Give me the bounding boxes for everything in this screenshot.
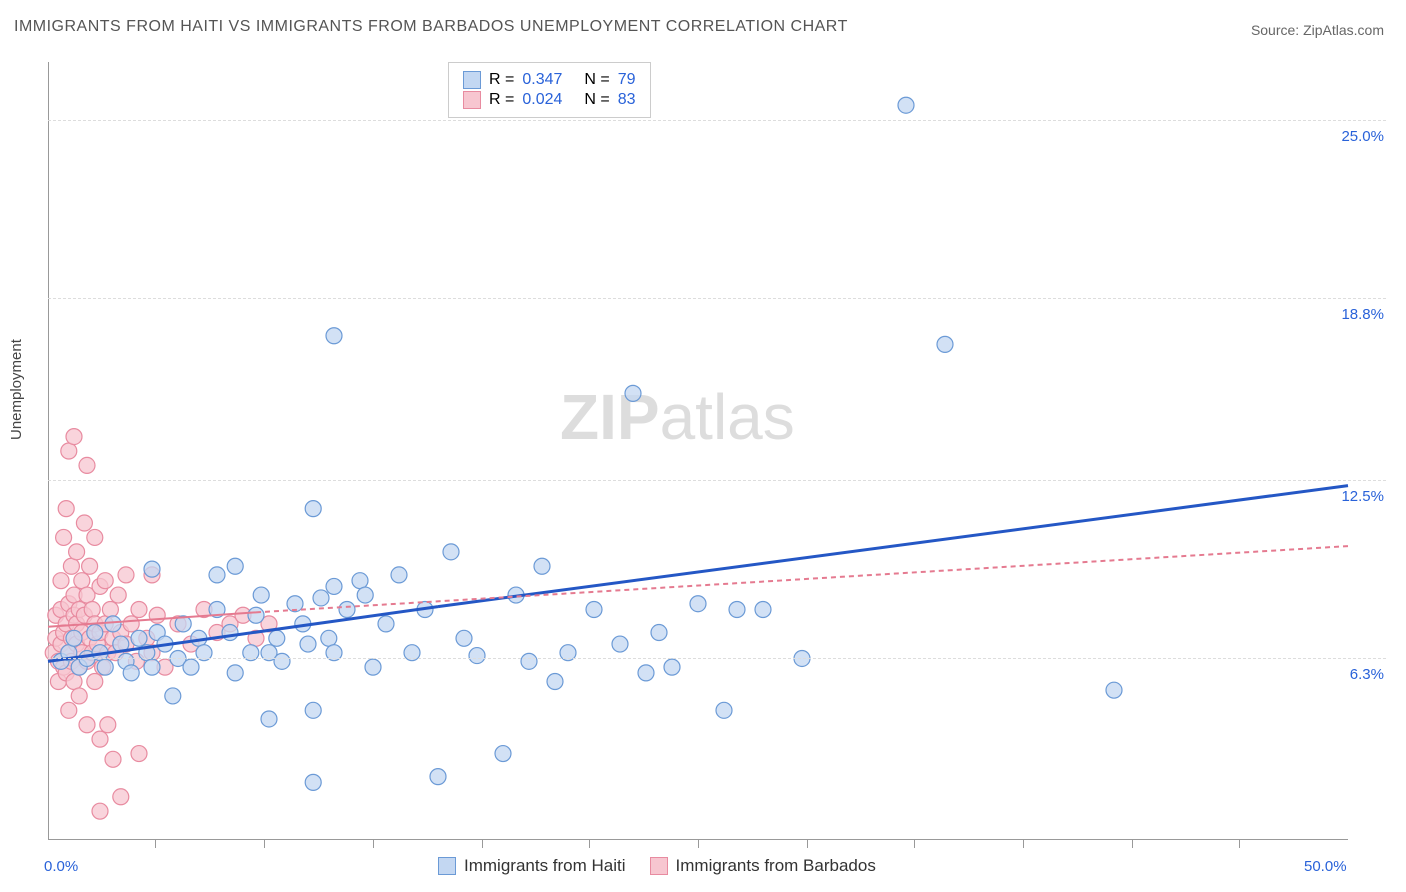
x-tick-mark xyxy=(698,840,699,848)
legend-stats-row-2: R = 0.024 N = 83 xyxy=(463,91,636,109)
legend-series: Immigrants from Haiti Immigrants from Ba… xyxy=(438,856,876,876)
gridline xyxy=(48,298,1386,299)
r-label: R = xyxy=(489,91,514,109)
x-tick-mark xyxy=(589,840,590,848)
n-value-barbados: 83 xyxy=(618,91,636,109)
y-tick-label: 6.3% xyxy=(1350,666,1384,683)
x-tick-mark xyxy=(264,840,265,848)
x-tick-mark xyxy=(914,840,915,848)
swatch-barbados xyxy=(650,857,668,875)
legend-item-barbados: Immigrants from Barbados xyxy=(650,856,876,876)
series-label-barbados: Immigrants from Barbados xyxy=(676,856,876,876)
r-label: R = xyxy=(489,71,514,89)
gridline xyxy=(48,658,1386,659)
legend-stats: R = 0.347 N = 79 R = 0.024 N = 83 xyxy=(448,62,651,118)
source-attribution: Source: ZipAtlas.com xyxy=(1251,22,1384,38)
n-label: N = xyxy=(584,71,609,89)
y-tick-label: 18.8% xyxy=(1341,306,1384,323)
x-tick-label: 0.0% xyxy=(44,858,78,875)
x-tick-mark xyxy=(482,840,483,848)
chart-title: IMMIGRANTS FROM HAITI VS IMMIGRANTS FROM… xyxy=(14,18,848,36)
x-tick-label: 50.0% xyxy=(1304,858,1347,875)
legend-stats-row-1: R = 0.347 N = 79 xyxy=(463,71,636,89)
n-label: N = xyxy=(584,91,609,109)
swatch-barbados xyxy=(463,91,481,109)
chart-svg xyxy=(48,62,1348,840)
r-value-barbados: 0.024 xyxy=(522,91,562,109)
series-label-haiti: Immigrants from Haiti xyxy=(464,856,626,876)
x-tick-mark xyxy=(1132,840,1133,848)
x-tick-mark xyxy=(373,840,374,848)
r-value-haiti: 0.347 xyxy=(522,71,562,89)
y-tick-label: 25.0% xyxy=(1341,128,1384,145)
x-tick-mark xyxy=(1239,840,1240,848)
swatch-haiti xyxy=(438,857,456,875)
gridline xyxy=(48,480,1386,481)
x-tick-mark xyxy=(1023,840,1024,848)
x-tick-mark xyxy=(807,840,808,848)
legend-item-haiti: Immigrants from Haiti xyxy=(438,856,626,876)
y-axis-label: Unemployment xyxy=(8,339,25,440)
x-tick-mark xyxy=(155,840,156,848)
y-tick-label: 12.5% xyxy=(1341,488,1384,505)
swatch-haiti xyxy=(463,71,481,89)
n-value-haiti: 79 xyxy=(618,71,636,89)
gridline xyxy=(48,120,1386,121)
